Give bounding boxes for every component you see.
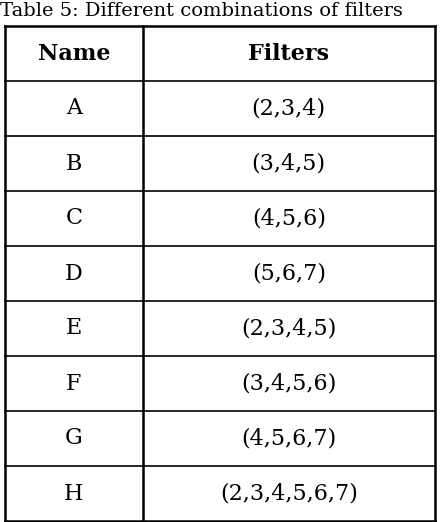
Text: (2,3,4,5,6,7): (2,3,4,5,6,7) bbox=[220, 482, 358, 504]
Text: Table 5: Different combinations of filters: Table 5: Different combinations of filte… bbox=[0, 2, 403, 20]
Text: A: A bbox=[66, 98, 82, 120]
Text: (2,3,4,5): (2,3,4,5) bbox=[241, 317, 337, 339]
Text: D: D bbox=[65, 263, 83, 284]
Text: Name: Name bbox=[37, 42, 110, 65]
Text: (4,5,6,7): (4,5,6,7) bbox=[241, 428, 337, 449]
Text: H: H bbox=[64, 482, 84, 504]
Text: Filters: Filters bbox=[248, 42, 329, 65]
Text: F: F bbox=[66, 373, 81, 395]
Text: (4,5,6): (4,5,6) bbox=[252, 208, 326, 230]
Text: (3,4,5): (3,4,5) bbox=[252, 152, 326, 174]
Text: (5,6,7): (5,6,7) bbox=[252, 263, 326, 284]
Text: (3,4,5,6): (3,4,5,6) bbox=[241, 373, 337, 395]
Text: E: E bbox=[66, 317, 82, 339]
Text: (2,3,4): (2,3,4) bbox=[252, 98, 326, 120]
Text: G: G bbox=[65, 428, 83, 449]
Text: B: B bbox=[66, 152, 82, 174]
Text: C: C bbox=[65, 208, 82, 230]
